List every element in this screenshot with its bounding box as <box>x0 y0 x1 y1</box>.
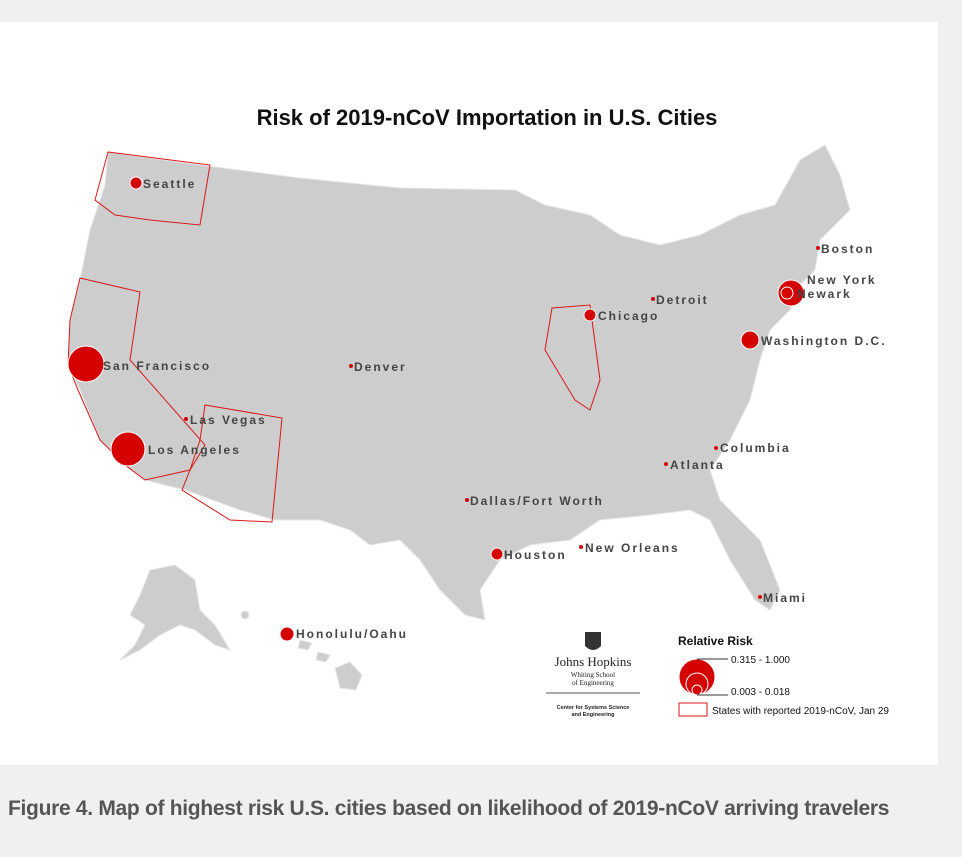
city-marker <box>349 364 353 368</box>
city-marker <box>279 626 295 642</box>
city-label: Los Angeles <box>148 443 241 457</box>
city-label: Seattle <box>143 177 196 191</box>
legend: Relative Risk 0.315 - 1.000 0.003 - 0.01… <box>678 634 889 717</box>
city-marker <box>67 345 105 383</box>
legend-states: States with reported 2019-nCoV, Jan 29 <box>712 706 889 717</box>
city-label: Boston <box>821 242 874 256</box>
city-label: Honolulu/Oahu <box>296 627 408 641</box>
city-marker <box>583 308 597 322</box>
hawaii-4 <box>240 610 250 620</box>
city-label: Columbia <box>720 441 791 455</box>
city-label: Miami <box>763 591 807 605</box>
city-marker <box>714 446 718 450</box>
legend-state-swatch <box>678 702 708 717</box>
land <box>67 144 851 691</box>
logo-center: Center for Systems Science <box>557 705 630 711</box>
city-marker <box>110 431 146 467</box>
city-marker <box>780 286 794 300</box>
city-marker <box>816 246 820 250</box>
hawaii <box>334 661 363 691</box>
city-marker <box>184 417 188 421</box>
logo-school2: of Engineering <box>572 679 614 687</box>
city-marker <box>651 297 655 301</box>
city-label: New York <box>807 273 877 287</box>
city-label: Newark <box>797 287 852 301</box>
city-marker <box>465 498 469 502</box>
city-marker <box>579 545 583 549</box>
city-label: Houston <box>504 548 567 562</box>
city-marker <box>758 595 762 599</box>
hawaii-3 <box>315 651 331 663</box>
city-marker <box>664 462 668 466</box>
contiguous-us <box>67 144 851 621</box>
city-marker <box>129 176 143 190</box>
california <box>67 277 206 481</box>
illinois <box>544 304 601 411</box>
alaska <box>119 564 232 661</box>
cities: Seattle San Francisco Las Vegas Los Angeles… <box>67 176 887 642</box>
city-label: Chicago <box>598 309 659 323</box>
hawaii-2 <box>297 639 313 651</box>
logo-name: Johns Hopkins <box>555 654 632 669</box>
shield <box>585 632 601 650</box>
legend-circle-small <box>691 684 703 696</box>
legend-high: 0.315 - 1.000 <box>731 655 790 666</box>
legend-title: Relative Risk <box>678 634 753 648</box>
city-label: Detroit <box>656 293 709 307</box>
city-label: Las Vegas <box>190 413 267 427</box>
logo-center2: and Engineering <box>571 712 614 718</box>
caption: Figure 4. Map of highest risk U.S. citie… <box>8 797 890 820</box>
caption-bg <box>0 765 962 857</box>
top-strip <box>0 0 938 22</box>
logo: Johns Hopkins Whiting School of Engineer… <box>546 632 640 718</box>
city-marker <box>490 547 504 561</box>
map-title: Risk of 2019-nCoV Importation in U.S. Ci… <box>257 105 718 130</box>
city-label: Washington D.C. <box>761 334 887 348</box>
side-strip <box>938 0 962 857</box>
reported-states <box>67 151 601 523</box>
logo-school: Whiting School <box>571 671 615 679</box>
city-label: Atlanta <box>670 458 725 472</box>
city-label: Dallas/Fort Worth <box>470 494 604 508</box>
legend-low: 0.003 - 0.018 <box>731 687 790 698</box>
city-label: Denver <box>354 360 407 374</box>
city-marker <box>740 330 760 350</box>
arizona <box>181 404 283 523</box>
city-label: New Orleans <box>585 541 680 555</box>
city-label: San Francisco <box>103 359 211 373</box>
washington <box>94 151 211 226</box>
